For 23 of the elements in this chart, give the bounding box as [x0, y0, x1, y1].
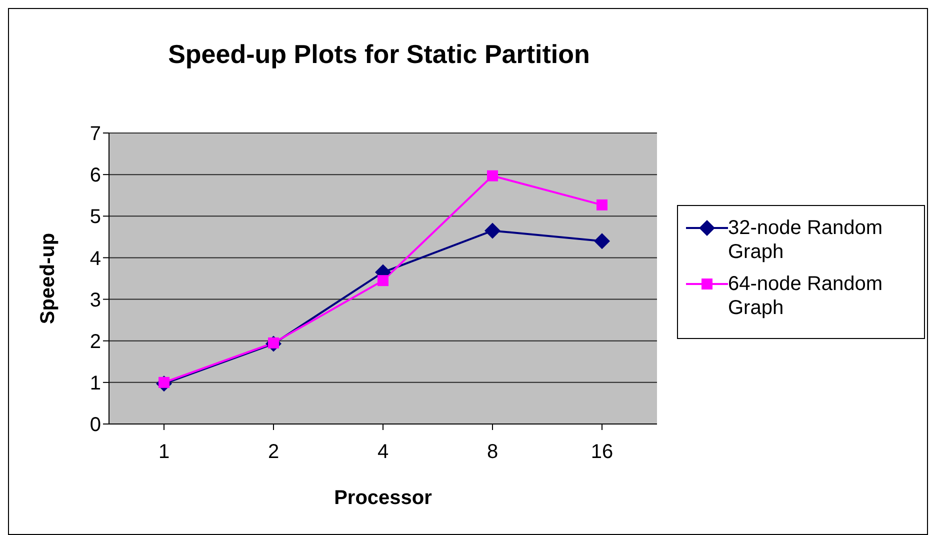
point — [596, 199, 608, 210]
x-tick-label: 1 — [158, 441, 170, 464]
y-tick-label: 3 — [90, 289, 101, 312]
point — [484, 222, 500, 239]
point — [487, 170, 498, 182]
point — [594, 233, 610, 250]
y-tick-label: 1 — [90, 372, 101, 395]
legend-label: 32-node Random Graph — [728, 216, 884, 264]
y-tick-label: 4 — [90, 248, 101, 270]
x-axis-title: Processor — [334, 487, 432, 509]
legend-label: 64-node Random Graph — [728, 272, 884, 320]
y-tick-label: 6 — [90, 164, 101, 187]
x-tick-label: 2 — [268, 441, 280, 464]
y-axis-title: Speed-up — [37, 232, 60, 324]
x-tick-label: 4 — [377, 441, 389, 464]
y-tick-label: 5 — [90, 206, 101, 228]
y-tick-label: 2 — [90, 330, 101, 353]
y-tick-label: 0 — [90, 414, 101, 436]
x-tick-label: 16 — [590, 441, 614, 464]
point — [378, 275, 388, 286]
chart-title: Speed-up Plots for Static Partition — [167, 39, 591, 70]
x-tick-label: 8 — [486, 441, 498, 464]
y-tick-label: 7 — [90, 123, 101, 146]
